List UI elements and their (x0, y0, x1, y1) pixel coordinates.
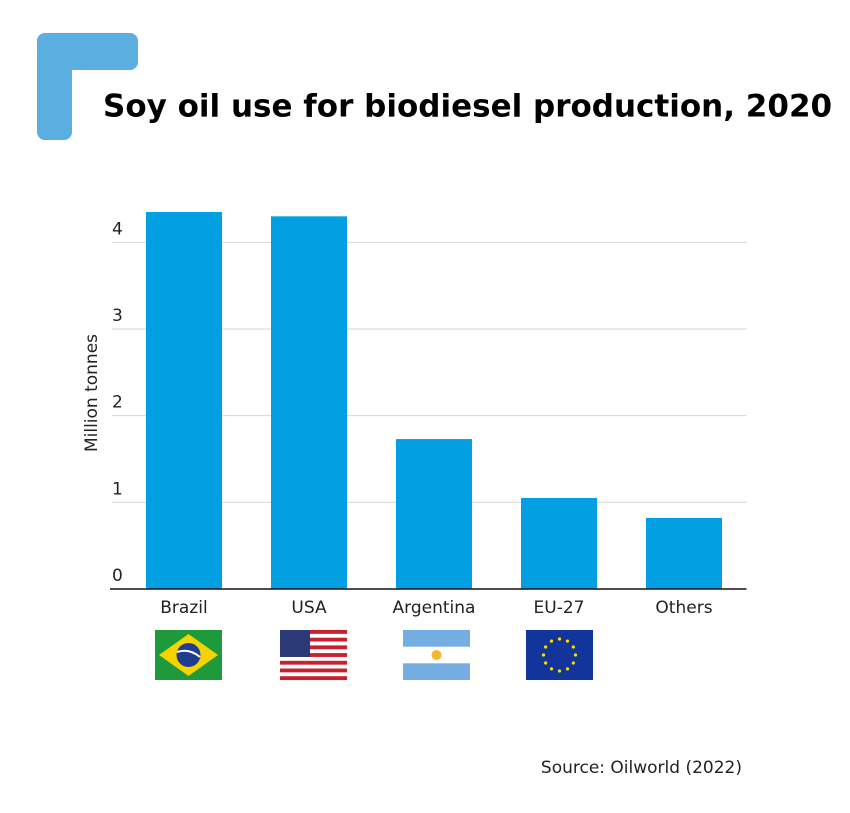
y-tick-label: 3 (112, 306, 123, 326)
star (549, 639, 554, 643)
flags (155, 630, 593, 681)
star (544, 645, 548, 649)
y-axis-label: Million tonnes (82, 334, 102, 452)
star (571, 645, 575, 649)
x-tick-label: Argentina (393, 598, 476, 618)
star (573, 653, 578, 657)
logo (37, 33, 138, 140)
star (565, 639, 570, 643)
flag-argentina (403, 630, 470, 680)
bar (146, 212, 222, 589)
bar (271, 216, 347, 590)
source: Source: Oilworld (2022) (541, 758, 742, 778)
bar (521, 498, 597, 589)
bar (646, 517, 722, 589)
star (557, 669, 562, 673)
bar (396, 439, 472, 589)
x-tick-label: Brazil (160, 598, 207, 618)
x-tick-label: USA (291, 598, 327, 618)
y-tick-label: 2 (112, 393, 123, 413)
star (549, 667, 554, 671)
star (565, 667, 570, 671)
star (541, 653, 546, 657)
star (571, 661, 575, 665)
flag-brazil (155, 630, 222, 680)
flag-eu (526, 630, 593, 680)
y-tick-label: 0 (112, 566, 123, 586)
chart-title: Soy oil use for biodiesel production, 20… (103, 89, 832, 125)
star (557, 637, 562, 641)
x-tick-label: Others (655, 598, 712, 618)
flag-usa (280, 630, 347, 681)
star (544, 661, 548, 665)
x-tick-label: EU-27 (534, 598, 585, 618)
y-tick-label: 4 (112, 219, 123, 239)
y-tick-label: 1 (112, 479, 123, 499)
